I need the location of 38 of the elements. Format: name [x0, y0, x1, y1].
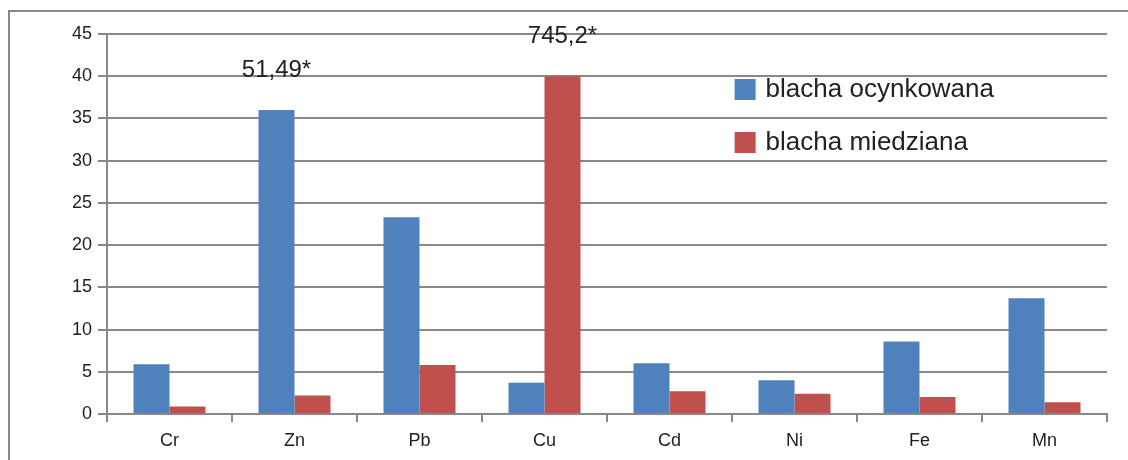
bar: [258, 110, 295, 413]
bar: [294, 395, 331, 413]
bar: [758, 380, 795, 413]
annotation: 51,49*: [241, 54, 312, 82]
y-tick-label: 45: [71, 22, 92, 43]
x-tick-label: Pb: [408, 429, 431, 450]
y-tick-label: 40: [71, 65, 92, 86]
y-tick-label: 35: [71, 107, 92, 128]
bar: [544, 76, 581, 413]
bar: [169, 406, 206, 413]
y-tick-label: 10: [71, 318, 92, 339]
y-tick-label: 0: [81, 402, 92, 423]
x-tick-label: Mn: [1031, 429, 1058, 450]
x-tick-label: Cd: [657, 429, 682, 450]
y-tick-label: 20: [71, 234, 92, 255]
x-tick-label: Cu: [532, 429, 557, 450]
y-tick-label: 30: [71, 149, 92, 170]
bar: [919, 397, 956, 413]
bar: [419, 365, 456, 413]
x-tick-label: Ni: [786, 429, 803, 450]
annotation: 745,2*: [527, 20, 598, 48]
x-tick-label: Zn: [283, 429, 306, 450]
bar: [794, 393, 831, 413]
legend-label: blacha miedziana: [765, 126, 969, 157]
x-tick-label: Fe: [908, 429, 931, 450]
bar: [669, 391, 706, 413]
bar: [383, 217, 420, 413]
bar: [133, 364, 170, 413]
legend-label: blacha ocynkowana: [765, 73, 995, 104]
bar: [1044, 402, 1081, 413]
y-tick-label: 5: [81, 360, 92, 381]
y-tick-label: 15: [71, 276, 92, 297]
bar: [508, 382, 545, 413]
x-tick-label: Cr: [160, 429, 179, 450]
bar: [883, 341, 920, 413]
bar: [1008, 298, 1045, 413]
bar: [633, 363, 670, 413]
y-tick-label: 25: [71, 191, 92, 212]
